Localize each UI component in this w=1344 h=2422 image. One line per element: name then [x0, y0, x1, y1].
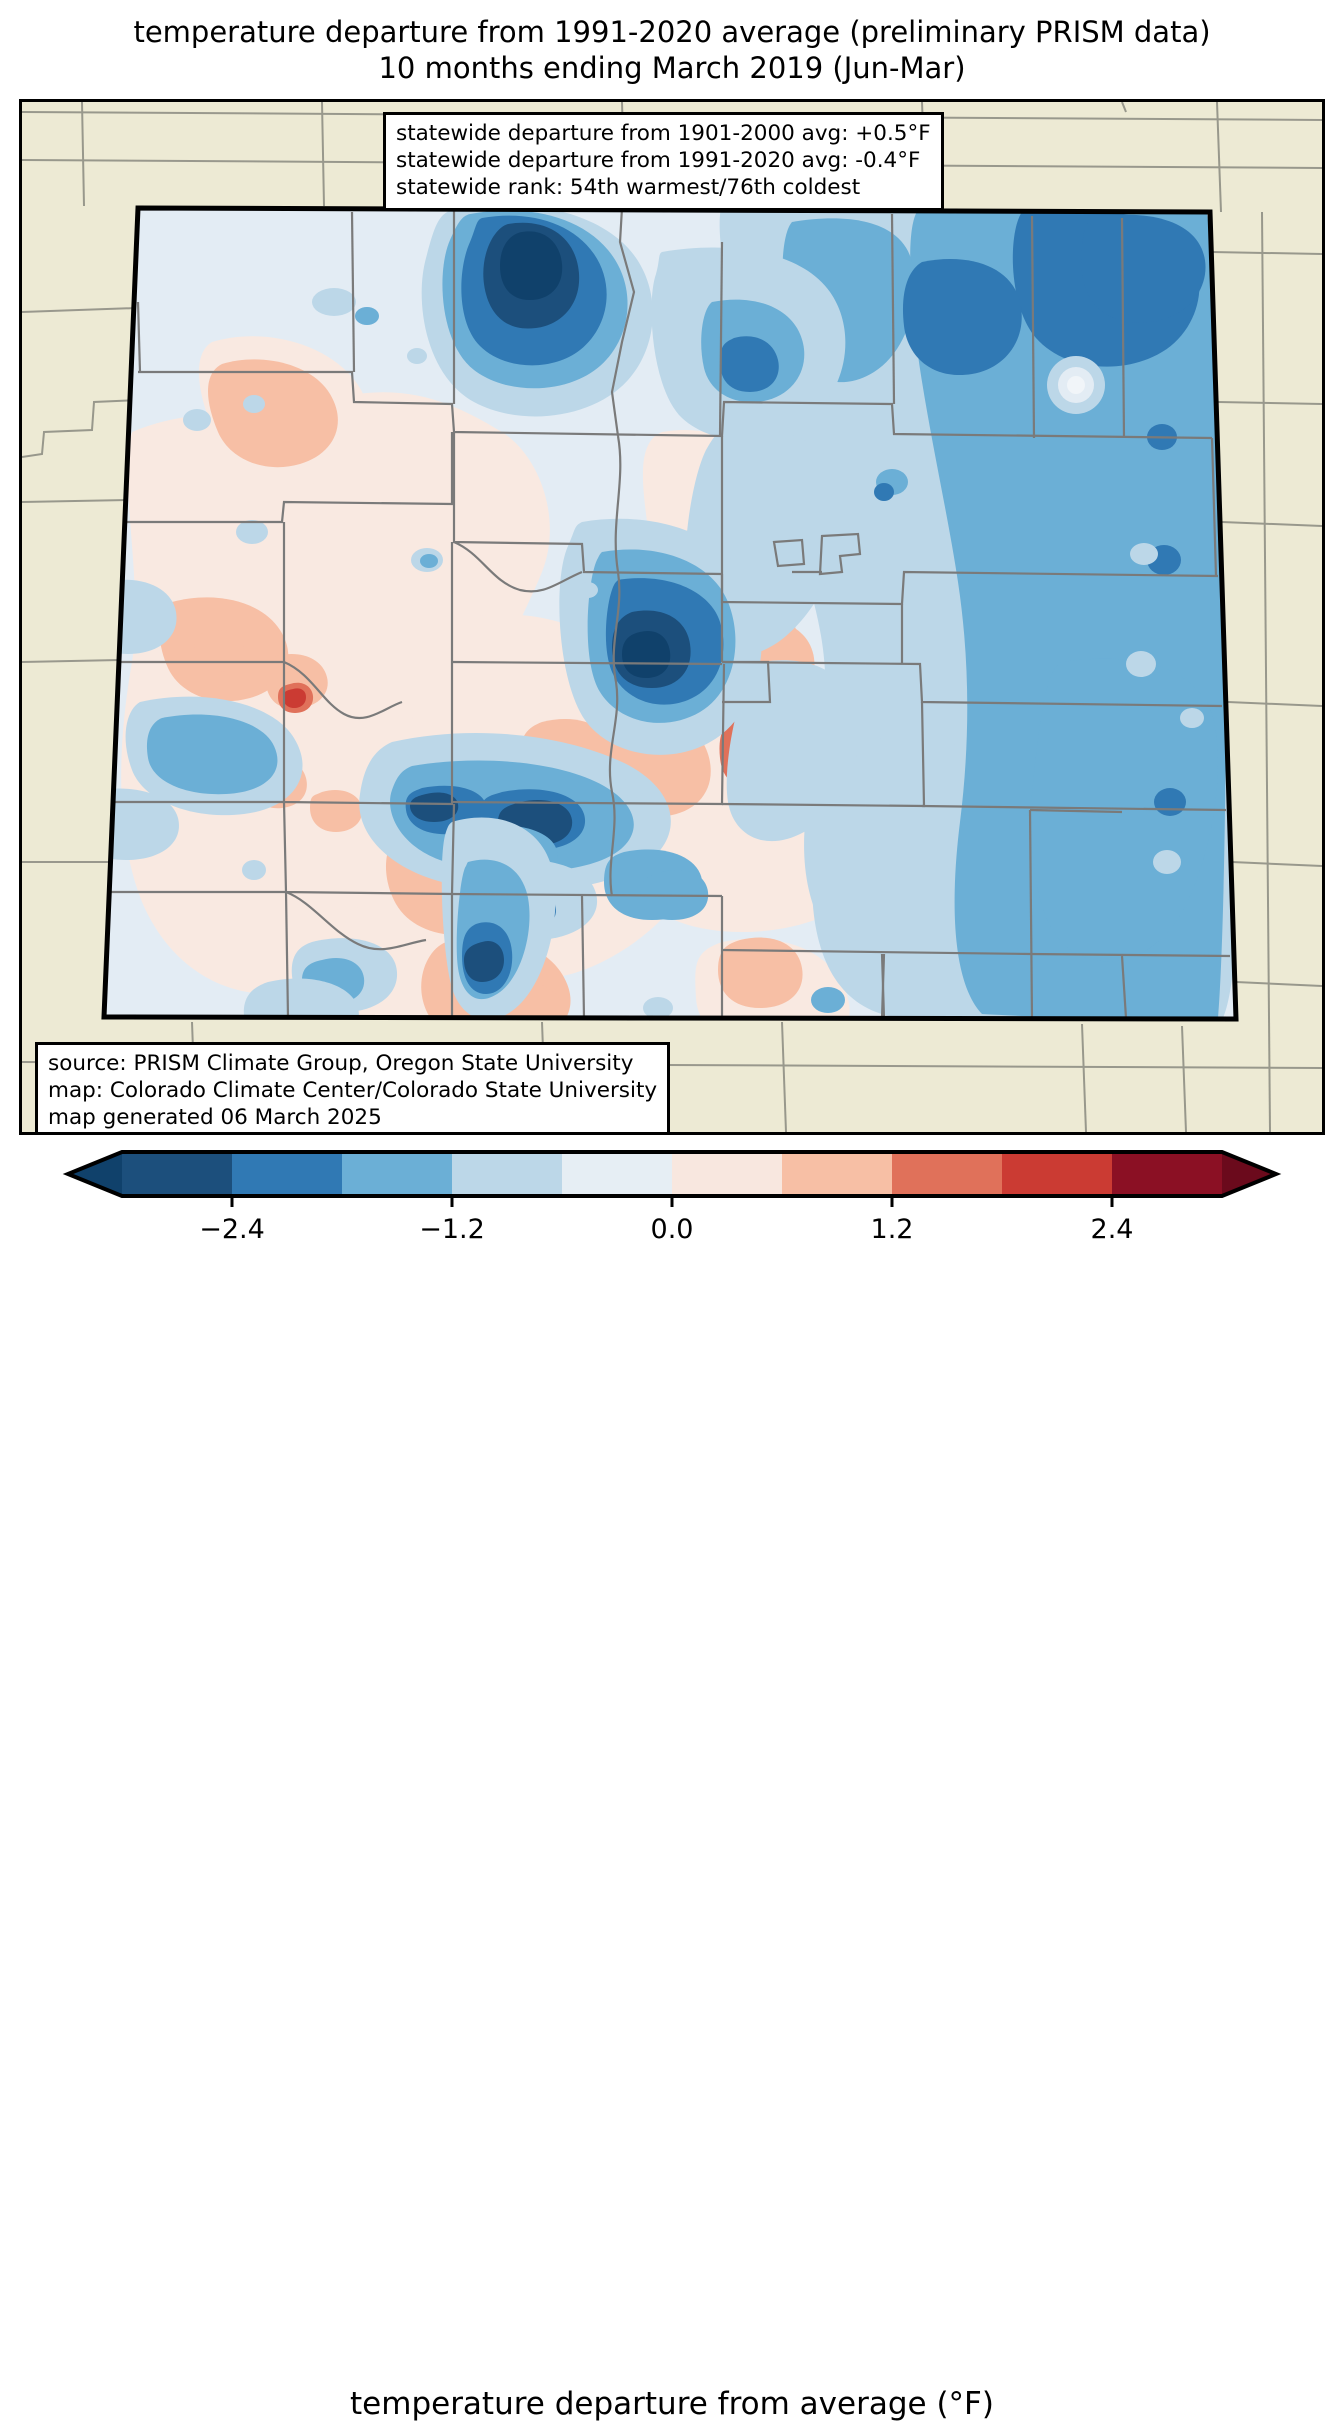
colorbar-svg: −2.4 −1.2 0.0 1.2 2.4 — [62, 1150, 1282, 1244]
colorado-county-lines — [106, 208, 1231, 1019]
contour-band-cool-3 — [902, 209, 1206, 376]
colorbar-tick-label: −2.4 — [199, 1214, 265, 1244]
colorbar-over-arrow — [1222, 1152, 1276, 1196]
title-line-2: 10 months ending March 2019 (Jun-Mar) — [378, 51, 966, 85]
colorbar-tick-label: 0.0 — [651, 1214, 694, 1244]
statewide-stats-box: statewide departure from 1901-2000 avg: … — [383, 112, 944, 211]
stats-line-2: statewide departure from 1991-2020 avg: … — [396, 148, 921, 173]
map-panel: statewide departure from 1901-2000 avg: … — [19, 99, 1325, 1135]
colorbar-segments — [68, 1152, 1276, 1196]
colorbar-segment — [122, 1152, 233, 1196]
source-line-2: map: Colorado Climate Center/Colorado St… — [48, 1078, 658, 1103]
page-title: temperature departure from 1991-2020 ave… — [0, 14, 1344, 86]
contour-sw-cold-spots — [104, 579, 398, 1019]
colorbar-under-arrow — [68, 1152, 122, 1196]
stats-line-1: statewide departure from 1901-2000 avg: … — [396, 121, 931, 146]
contour-flecks — [183, 288, 845, 1019]
colorbar-segment — [782, 1152, 893, 1196]
title-line-1: temperature departure from 1991-2020 ave… — [133, 15, 1211, 49]
colorbar-segment — [452, 1152, 563, 1196]
colorbar-tick-label: 1.2 — [871, 1214, 914, 1244]
colorado-temperature-anomaly-map — [22, 102, 1322, 1132]
source-line-3: map generated 06 March 2025 — [48, 1105, 382, 1130]
colorbar-ticks: −2.4 −1.2 0.0 1.2 2.4 — [199, 1196, 1133, 1244]
colorbar-tick-label: −1.2 — [419, 1214, 485, 1244]
colorbar-segment — [1112, 1152, 1223, 1196]
source-credits-box: source: PRISM Climate Group, Oregon Stat… — [35, 1042, 671, 1132]
contour-central-mountains-cold — [559, 518, 762, 755]
colorbar-segment — [562, 1152, 673, 1196]
colorbar-segment — [1002, 1152, 1113, 1196]
contour-north-park-cold-core — [421, 208, 653, 417]
colorbar-tick-label: 2.4 — [1091, 1214, 1134, 1244]
colorbar: −2.4 −1.2 0.0 1.2 2.4 temperature departure … — [0, 1144, 1344, 2422]
colorbar-segment — [232, 1152, 343, 1196]
colorbar-axis-title: temperature departure from average (°F) — [350, 2386, 994, 2422]
anomaly-contour-field — [104, 208, 1236, 1019]
stats-line-3: statewide rank: 54th warmest/76th coldes… — [396, 175, 861, 200]
contour-band-ne-eye — [1047, 356, 1105, 414]
source-line-1: source: PRISM Climate Group, Oregon Stat… — [48, 1051, 634, 1076]
colorbar-segment — [342, 1152, 453, 1196]
contour-front-range-cool — [874, 469, 908, 501]
colorbar-segment — [892, 1152, 1003, 1196]
colorbar-segment — [672, 1152, 783, 1196]
colorbar-outline — [62, 1150, 1282, 1198]
figure-root: temperature departure from 1991-2020 ave… — [0, 14, 1344, 2422]
